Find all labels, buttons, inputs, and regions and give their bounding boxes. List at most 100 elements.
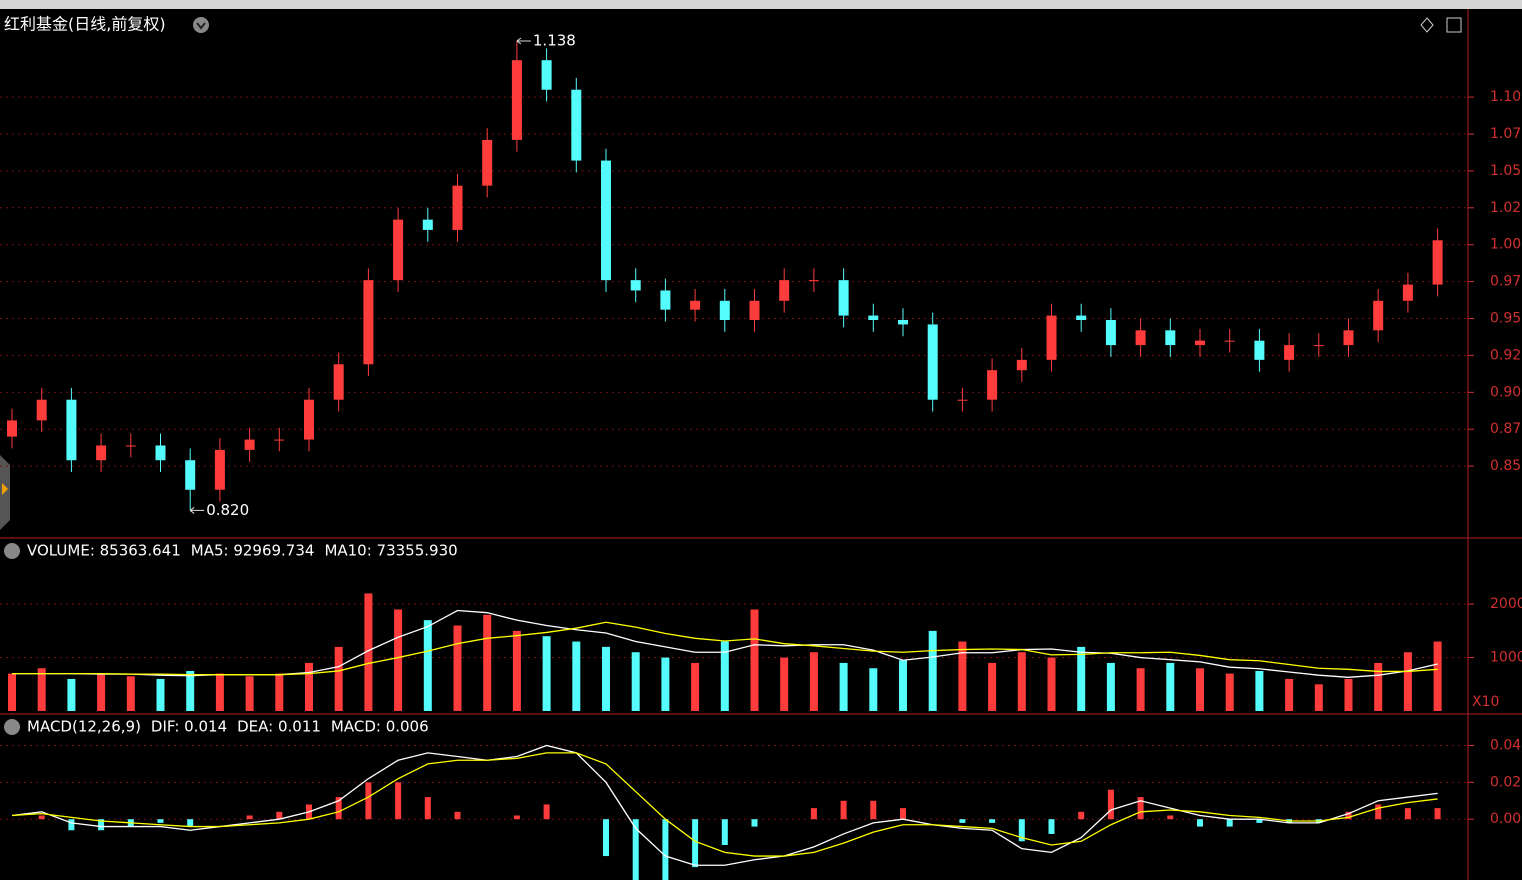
volume-bar <box>483 614 492 711</box>
macd-bar <box>1197 819 1203 827</box>
volume-bar <box>899 660 907 711</box>
volume-bar <box>334 646 343 711</box>
volume-bar <box>215 673 224 711</box>
legend-label: MACD: 0.006 <box>331 718 429 736</box>
volume-bar <box>1196 668 1204 711</box>
candle-body <box>541 60 552 90</box>
candle-body <box>125 445 136 447</box>
volume-bar <box>1017 652 1026 711</box>
macd-bar <box>1048 819 1055 834</box>
candle-body <box>511 60 522 140</box>
macd-bar <box>513 815 520 820</box>
candle-body <box>304 399 314 440</box>
y-tick-label: 1000 <box>1490 650 1522 666</box>
candle-body <box>1046 315 1057 360</box>
macd-bar <box>1167 815 1174 820</box>
volume-bar <box>67 678 76 711</box>
candle-body <box>422 219 433 230</box>
volume-bar <box>869 668 878 711</box>
candle-body <box>808 280 819 282</box>
volume-bar <box>453 625 462 711</box>
volume-bar <box>661 657 670 711</box>
volume-bar <box>126 676 135 711</box>
macd-panel <box>0 744 1468 880</box>
candle-body <box>7 420 17 437</box>
macd-bar <box>98 819 105 831</box>
menu-icon-glyph <box>196 22 206 30</box>
y-tick-label: 0.87 <box>1490 421 1521 437</box>
macd-bar <box>810 808 817 820</box>
candle-body <box>393 219 404 281</box>
volume-bar <box>394 609 403 711</box>
candle-body <box>1076 315 1087 320</box>
menu-icon[interactable] <box>4 719 20 735</box>
macd-bar <box>335 797 342 820</box>
macd-bar <box>840 800 847 820</box>
candle-body <box>779 280 790 301</box>
volume-bar <box>750 609 759 711</box>
candle-body <box>601 160 611 281</box>
y-tick-label: 0.95 <box>1490 311 1521 327</box>
macd-bar <box>38 815 45 820</box>
candle-body <box>452 185 463 230</box>
legend-label: MA10: 73355.930 <box>324 542 457 560</box>
volume-bar <box>631 652 640 711</box>
volume-bar <box>1344 678 1353 711</box>
volume-bar <box>602 646 610 711</box>
y-tick-label: 1.10 <box>1490 89 1521 105</box>
macd-bar <box>603 819 609 857</box>
candle-body <box>1224 340 1235 342</box>
legend-label: VOLUME: 85363.641 <box>27 542 181 560</box>
candle-body <box>927 324 938 400</box>
volume-bar <box>1374 662 1383 711</box>
menu-icon[interactable] <box>193 17 209 33</box>
y-tick-label: 0.97 <box>1490 274 1521 290</box>
candle-body <box>482 139 493 186</box>
y-tick-label: 0.00 <box>1490 811 1521 827</box>
macd-bar <box>424 797 431 820</box>
volume-bar <box>364 593 373 711</box>
volume-bar <box>720 641 729 711</box>
volume-panel <box>0 593 1468 711</box>
macd-bar <box>1434 808 1441 820</box>
macd-bar <box>1226 819 1233 827</box>
candle-body <box>690 300 701 310</box>
side-tab[interactable] <box>0 455 10 530</box>
volume-bar <box>512 630 521 711</box>
candle-body <box>1105 320 1116 346</box>
menu-icon[interactable] <box>4 543 20 559</box>
tool-icon[interactable] <box>1446 17 1462 33</box>
y-tick-label: 0.04 <box>1490 737 1521 753</box>
volume-bar <box>1314 684 1323 711</box>
macd-bar <box>721 819 728 845</box>
macd-bar <box>1345 811 1352 820</box>
volume-bar <box>839 662 848 711</box>
macd-bar <box>1375 804 1382 820</box>
macd-bar <box>1107 789 1114 820</box>
volume-bar <box>8 673 16 711</box>
candle-body <box>571 89 582 161</box>
tool-icon[interactable] <box>1420 17 1434 33</box>
volume-bar <box>1166 662 1175 711</box>
macd-bar <box>276 811 283 820</box>
volume-bar <box>156 678 165 711</box>
y-tick-label: 1.00 <box>1490 237 1521 253</box>
y-tick-label: 1.05 <box>1490 163 1521 179</box>
volume-bar <box>572 641 581 711</box>
volume-bar <box>1106 662 1115 711</box>
macd-bar <box>187 819 194 827</box>
candle-body <box>244 439 255 450</box>
macd-bar <box>1078 811 1085 820</box>
candle-body <box>957 399 968 401</box>
candle-body <box>185 460 196 490</box>
y-tick-label: 0.90 <box>1490 384 1521 400</box>
macd-bar <box>632 819 639 880</box>
macd-bar <box>959 819 966 823</box>
volume-bar <box>691 662 700 711</box>
y-tick-label: 0.92 <box>1490 347 1521 363</box>
candle-body <box>1313 345 1324 347</box>
volume-bar <box>809 652 818 711</box>
candle-body <box>36 399 47 421</box>
volume-bar <box>1136 668 1145 711</box>
